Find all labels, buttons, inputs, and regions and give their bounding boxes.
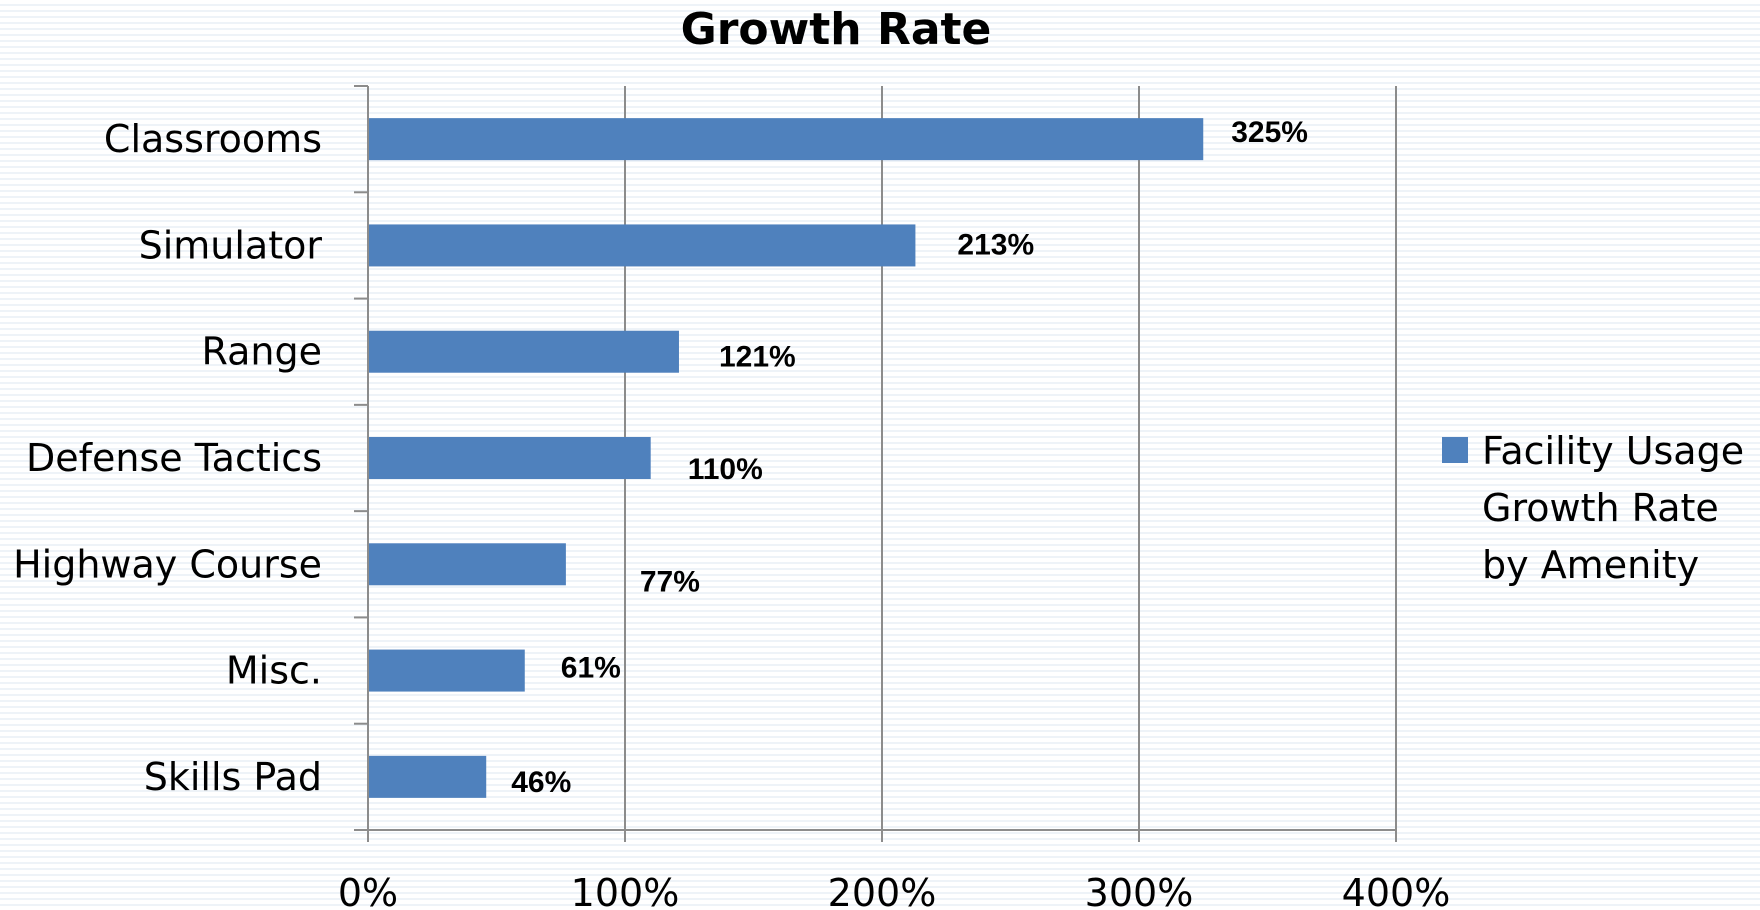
bar-classrooms: [368, 118, 1204, 161]
category-label: Classrooms: [104, 117, 322, 161]
legend: Facility Usage Growth Rate by Amenity: [1442, 429, 1744, 587]
category-labels: Classrooms Simulator Range Defense Tactics H…: [13, 117, 322, 799]
legend-label: Facility Usage: [1482, 429, 1744, 473]
data-labels: 325% 213% 121% 110% 77% 61% 46%: [511, 116, 1308, 799]
chart-title: Growth Rate: [681, 4, 992, 55]
axes: [354, 85, 1397, 842]
category-label: Simulator: [139, 223, 323, 267]
x-tick-label: 400%: [1342, 871, 1451, 910]
category-label: Range: [202, 330, 322, 374]
bar-defense-tactics: [368, 437, 651, 479]
bar-highway-course: [368, 543, 566, 586]
x-tick-label: 100%: [571, 871, 680, 910]
data-label: 46%: [511, 766, 571, 799]
bars: [368, 118, 1204, 798]
x-tick-label: 0%: [338, 871, 398, 910]
bar-range: [368, 330, 679, 373]
data-label: 110%: [688, 453, 763, 486]
legend-label: Growth Rate: [1482, 486, 1719, 530]
category-label: Highway Course: [13, 542, 322, 586]
bar-simulator: [368, 224, 916, 267]
x-tick-labels: 0% 100% 200% 300% 400%: [338, 871, 1450, 910]
x-tick-label: 200%: [828, 871, 937, 910]
data-label: 61%: [561, 652, 621, 685]
bar-skills-pad: [368, 755, 487, 798]
x-tick-label: 300%: [1085, 871, 1194, 910]
category-label: Misc.: [226, 649, 322, 693]
data-label: 325%: [1231, 116, 1308, 149]
category-label: Defense Tactics: [26, 436, 322, 480]
legend-label: by Amenity: [1482, 543, 1699, 587]
bar-misc: [368, 649, 525, 692]
data-label: 121%: [719, 341, 796, 374]
category-label: Skills Pad: [144, 755, 322, 799]
data-label: 213%: [957, 228, 1034, 261]
data-label: 77%: [640, 565, 700, 598]
legend-swatch: [1442, 437, 1468, 463]
